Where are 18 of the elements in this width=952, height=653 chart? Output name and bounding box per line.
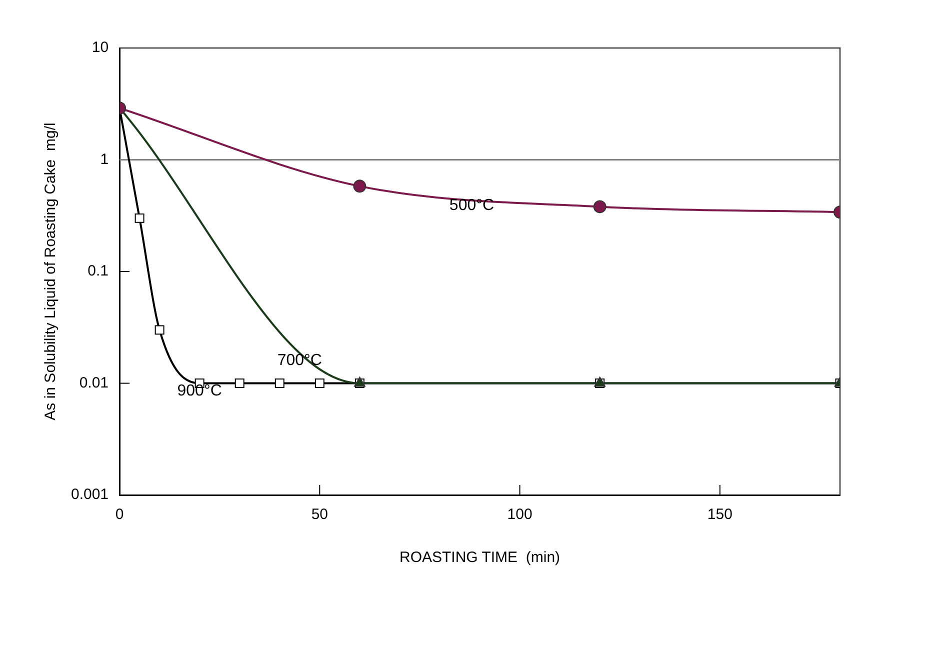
point <box>154 325 164 335</box>
y-tick-label: 0.001 <box>70 486 109 504</box>
y-axis-title: As in Solubility Liquid of Roasting Cake mg/l <box>42 122 60 420</box>
x-tick-label: 50 <box>311 506 328 524</box>
point <box>314 378 324 388</box>
y-tick-label: 0.1 <box>88 262 109 280</box>
point <box>134 213 144 223</box>
y-tick-label: 0.01 <box>79 374 109 392</box>
annotation: 500°C <box>449 196 494 214</box>
y-tick-label: 1 <box>100 150 109 168</box>
x-axis-title: ROASTING TIME (min) <box>399 549 560 566</box>
x-tick-label: 150 <box>707 506 732 524</box>
x-tick-label: 100 <box>507 506 532 524</box>
annotation: 900°C <box>177 382 222 400</box>
point <box>274 378 284 388</box>
x-tick-label: 0 <box>115 506 124 524</box>
y-tick-label: 10 <box>92 39 109 56</box>
point <box>234 378 244 388</box>
